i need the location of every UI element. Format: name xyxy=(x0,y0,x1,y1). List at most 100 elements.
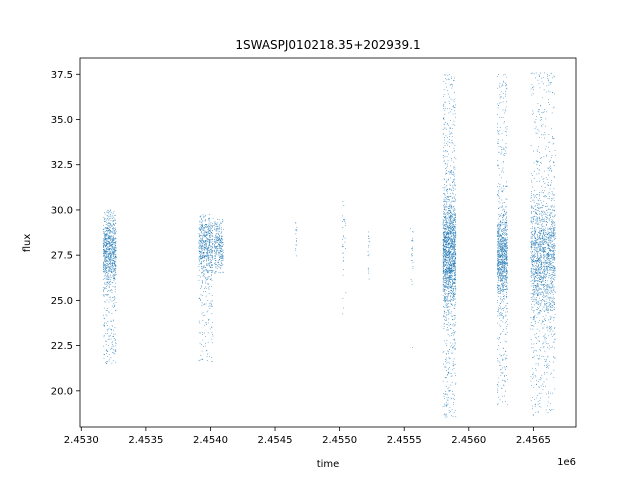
data-point xyxy=(103,235,105,236)
data-point xyxy=(446,397,448,399)
data-point xyxy=(505,206,507,208)
data-point xyxy=(448,251,450,253)
data-point xyxy=(204,225,205,226)
data-point xyxy=(502,395,503,397)
data-point xyxy=(498,311,499,313)
data-point xyxy=(220,245,222,247)
data-point xyxy=(111,313,113,315)
data-point xyxy=(111,290,113,291)
data-point xyxy=(199,260,200,261)
data-point xyxy=(103,246,105,248)
data-point xyxy=(450,252,451,253)
data-point xyxy=(539,281,541,282)
data-point xyxy=(453,179,455,180)
data-point xyxy=(533,273,535,275)
data-point xyxy=(208,226,210,228)
data-point xyxy=(452,230,454,231)
data-point xyxy=(449,268,451,269)
data-point xyxy=(212,241,214,243)
data-point xyxy=(551,191,553,192)
data-point xyxy=(497,114,498,116)
data-point xyxy=(109,259,111,260)
data-point xyxy=(499,304,500,306)
data-point xyxy=(451,229,452,230)
data-point xyxy=(106,234,108,236)
data-point xyxy=(443,269,445,271)
data-point xyxy=(448,357,450,359)
data-point xyxy=(534,260,536,262)
data-point xyxy=(107,351,108,352)
data-point xyxy=(454,294,455,295)
data-point xyxy=(497,143,498,144)
data-point xyxy=(443,251,445,253)
data-point xyxy=(532,306,534,308)
data-point xyxy=(114,218,116,220)
data-point xyxy=(501,206,503,208)
data-point xyxy=(503,277,505,278)
data-point xyxy=(450,398,452,400)
data-point xyxy=(443,255,444,257)
data-point xyxy=(443,248,445,250)
data-point xyxy=(502,270,504,272)
data-point xyxy=(108,216,109,218)
data-point xyxy=(203,252,205,253)
data-point xyxy=(499,261,501,262)
data-point xyxy=(202,220,204,222)
data-point xyxy=(452,262,454,264)
data-point xyxy=(551,180,553,181)
data-point xyxy=(345,292,347,294)
data-point xyxy=(113,263,115,265)
data-point xyxy=(445,343,447,345)
data-point xyxy=(502,242,504,244)
data-point xyxy=(112,268,114,270)
data-point xyxy=(451,226,453,228)
data-point xyxy=(448,250,450,251)
data-point xyxy=(502,231,504,233)
data-point xyxy=(448,281,450,282)
data-point xyxy=(110,357,112,358)
data-point xyxy=(217,242,219,243)
data-point xyxy=(210,266,211,268)
data-point xyxy=(216,246,217,247)
data-point xyxy=(103,251,105,253)
data-point xyxy=(450,279,452,281)
data-point xyxy=(450,262,452,264)
data-point xyxy=(109,241,111,243)
data-point xyxy=(448,235,450,237)
data-point xyxy=(452,243,453,244)
data-point xyxy=(368,253,370,255)
data-point xyxy=(445,415,447,416)
data-point xyxy=(448,281,450,283)
data-point xyxy=(450,185,451,186)
data-point xyxy=(218,260,219,262)
data-point xyxy=(453,266,454,268)
data-point xyxy=(204,324,206,326)
data-point xyxy=(204,228,206,230)
data-point xyxy=(450,231,451,232)
data-point xyxy=(106,349,107,351)
data-point xyxy=(445,279,446,281)
data-point xyxy=(222,259,224,261)
data-point xyxy=(501,202,503,204)
data-point xyxy=(106,228,107,230)
data-point xyxy=(505,261,507,263)
data-point xyxy=(111,300,113,302)
data-point xyxy=(212,265,213,266)
data-point xyxy=(549,266,551,268)
data-point xyxy=(215,223,216,225)
data-point xyxy=(208,256,209,258)
data-point xyxy=(112,262,114,264)
data-point xyxy=(499,277,501,278)
data-point xyxy=(505,251,507,253)
data-point xyxy=(502,271,503,272)
data-point xyxy=(204,303,205,305)
data-point xyxy=(448,276,450,278)
data-point xyxy=(453,206,455,208)
data-point xyxy=(103,231,104,233)
data-point xyxy=(502,278,504,280)
data-point xyxy=(454,98,456,100)
data-point xyxy=(201,245,203,247)
data-point xyxy=(198,360,200,362)
data-point xyxy=(295,244,297,246)
data-point xyxy=(447,258,449,260)
